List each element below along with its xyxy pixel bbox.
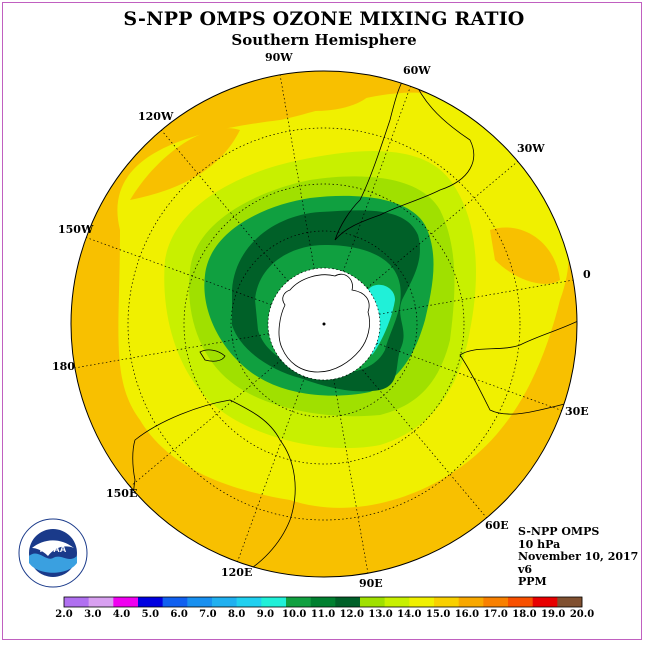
- noaa-logo-text: NOAA: [40, 544, 67, 554]
- lon-label-90w: 90W: [265, 51, 293, 64]
- colorbar-swatch: [384, 597, 410, 607]
- colorbar-label: 6.0: [170, 609, 188, 620]
- colorbar-label: 10.0: [282, 609, 307, 620]
- ozone-region-orange-patch: [283, 71, 376, 111]
- graticule: [127, 127, 521, 521]
- figure-frame: [2, 2, 642, 640]
- lon-label-60e: 60E: [485, 519, 509, 532]
- africa-coastline: [459, 319, 577, 415]
- colorbar-label: 9.0: [256, 609, 275, 620]
- colorbar-swatch: [458, 597, 484, 607]
- colorbar-swatch: [310, 597, 336, 607]
- ozone-region-orange-patch: [490, 227, 560, 284]
- colorbar-label: 20.0: [569, 609, 595, 620]
- colorbar-label: 19.0: [541, 609, 566, 620]
- colorbar-label: 18.0: [512, 609, 537, 620]
- lon-label-120w: 120W: [138, 110, 174, 123]
- info-level: 10 hPa: [518, 537, 561, 551]
- lon-label-180: 180: [52, 360, 75, 373]
- meridian-line: [376, 342, 562, 411]
- colorbar-swatch: [212, 597, 237, 607]
- colorbar-swatch: [138, 597, 163, 607]
- meridian-line: [74, 333, 269, 369]
- colorbar-label: 8.0: [227, 609, 246, 620]
- colorbar-swatch: [532, 597, 558, 607]
- meridians: [74, 74, 574, 574]
- meridian-line: [342, 86, 411, 272]
- colorbar-swatch: [557, 597, 583, 607]
- map-subtitle: Southern Hemisphere: [231, 31, 417, 49]
- colorbar-label: 14.0: [397, 609, 422, 620]
- ozone-region-orange-patch: [71, 327, 103, 380]
- colorbar-swatch: [88, 597, 114, 607]
- info-version: v6: [518, 562, 533, 576]
- colorbar-label: 13.0: [368, 609, 393, 620]
- colorbar-swatch: [360, 597, 385, 607]
- lon-label-0: 0: [583, 268, 591, 281]
- lon-label-150w: 150W: [58, 223, 94, 236]
- meridian-line: [379, 279, 574, 315]
- meridian-line: [333, 379, 369, 574]
- lon-label-150e: 150E: [106, 487, 138, 500]
- colorbar-swatch: [335, 597, 361, 607]
- colorbar-label: 3.0: [84, 609, 102, 620]
- south-america-coastline: [334, 71, 475, 241]
- colorbar-swatch: [261, 597, 287, 607]
- colorbar-swatch: [64, 597, 89, 607]
- info-instrument: S-NPP OMPS: [518, 525, 600, 538]
- colorbar-outline: [63, 596, 583, 608]
- lon-label-60w: 60W: [403, 64, 431, 77]
- colorbar: [63, 596, 583, 608]
- colorbar-swatch: [409, 597, 435, 607]
- meridian-line: [359, 366, 487, 519]
- lon-label-30w: 30W: [517, 142, 545, 155]
- meridian-line: [129, 359, 282, 487]
- noaa-logo: NOAA: [18, 518, 88, 588]
- info-date: November 10, 2017: [518, 550, 639, 563]
- colorbar-label: 17.0: [483, 609, 508, 620]
- colorbar-label: 4.0: [112, 609, 131, 620]
- colorbar-label: 7.0: [199, 609, 217, 620]
- colorbar-swatch: [187, 597, 213, 607]
- colorbar-swatch: [162, 597, 188, 607]
- info-units: PPM: [518, 575, 547, 588]
- colorbar-swatch: [236, 597, 262, 607]
- colorbar-swatch: [286, 597, 311, 607]
- antarctica-coastline: [278, 273, 370, 373]
- new-zealand-coastline: [199, 349, 226, 362]
- colorbar-label: 5.0: [141, 609, 160, 620]
- colorbar-swatch: [113, 597, 139, 607]
- colorbar-label: 2.0: [55, 609, 73, 620]
- colorbar-swatch: [483, 597, 509, 607]
- meridian-line: [366, 161, 519, 289]
- map-title: S-NPP OMPS OZONE MIXING RATIO: [123, 8, 525, 30]
- colorbar-swatch: [508, 597, 533, 607]
- colorbar-label: 11.0: [310, 609, 336, 620]
- south-pole-marker: [322, 322, 326, 326]
- ozone-region-orange-patch: [130, 128, 240, 200]
- lon-label-90e: 90E: [359, 577, 383, 590]
- colorbar-label: 16.0: [454, 609, 480, 620]
- colorbar-label: 12.0: [339, 609, 364, 620]
- colorbar-swatch: [434, 597, 459, 607]
- meridian-line: [237, 376, 306, 562]
- map-boundary: [70, 70, 578, 578]
- meridian-line: [279, 74, 315, 269]
- lon-label-30e: 30E: [565, 405, 589, 418]
- lon-label-120e: 120E: [221, 566, 253, 579]
- meridian-line: [161, 129, 289, 282]
- meridian-line: [86, 237, 272, 306]
- colorbar-label: 15.0: [425, 609, 451, 620]
